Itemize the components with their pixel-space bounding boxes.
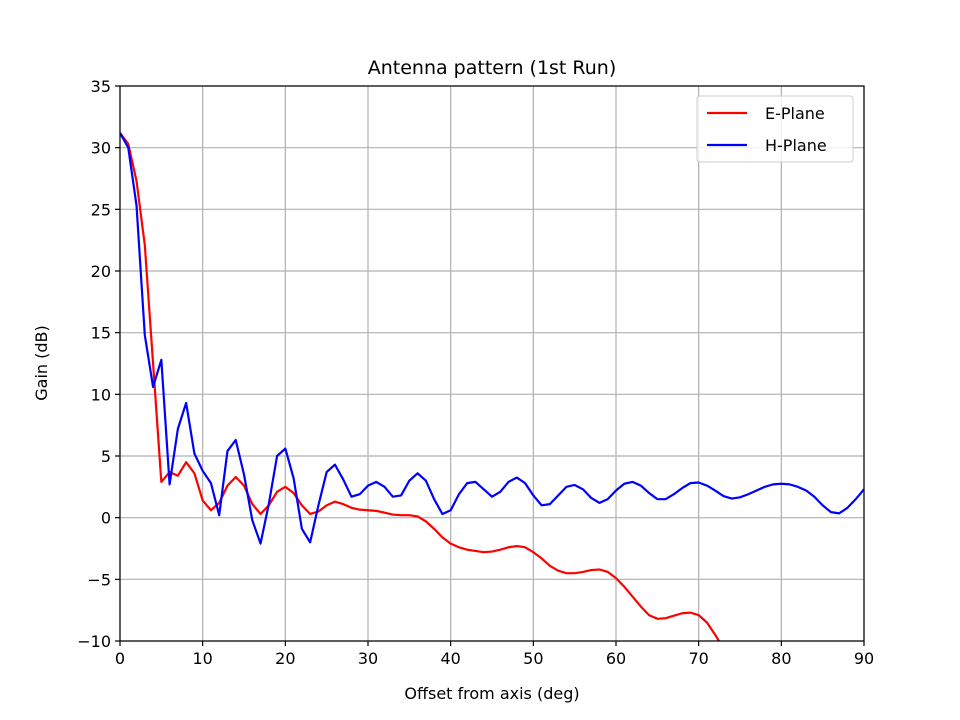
y-axis-label: Gain (dB): [32, 325, 51, 401]
plot-frame: [119, 85, 865, 642]
legend-label-h-plane: H-Plane: [765, 136, 827, 155]
series-line-h-plane: [120, 132, 864, 545]
x-tick-label: 80: [771, 649, 791, 668]
y-tick-label: −10: [77, 632, 111, 651]
x-tick-label: 10: [192, 649, 212, 668]
y-tick-label: 30: [91, 139, 111, 158]
x-tick-label: 20: [275, 649, 295, 668]
y-tick-label: 5: [101, 447, 111, 466]
y-tick-label: 20: [91, 262, 111, 281]
y-tick-label: 0: [101, 509, 111, 528]
x-axis-label: Offset from axis (deg): [404, 684, 579, 703]
x-tick-label: 0: [115, 649, 125, 668]
y-tick-label: 10: [91, 385, 111, 404]
y-tick-label: 15: [91, 324, 111, 343]
y-tick-label: 25: [91, 200, 111, 219]
axis-ticks: 0 10 20 30 40 50 60 70 80 90 −10 −5 0 5 10 15 20 25 30 35: [77, 77, 874, 668]
y-tick-label: −5: [87, 570, 111, 589]
x-tick-label: 50: [523, 649, 543, 668]
x-tick-label: 60: [606, 649, 626, 668]
x-tick-label: 40: [440, 649, 460, 668]
x-tick-label: 70: [688, 649, 708, 668]
legend-label-e-plane: E-Plane: [765, 104, 825, 123]
legend: E-Plane H-Plane: [696, 95, 854, 163]
x-tick-label: 30: [358, 649, 378, 668]
x-tick-label: 90: [854, 649, 874, 668]
series-layer: [120, 132, 864, 641]
y-tick-label: 35: [91, 77, 111, 96]
chart-title: Antenna pattern (1st Run): [368, 57, 617, 79]
